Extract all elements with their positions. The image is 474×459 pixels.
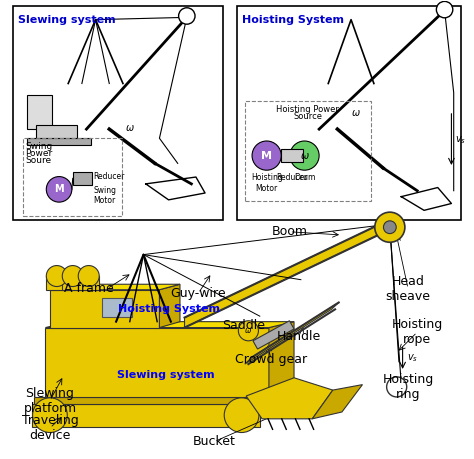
Text: Soure: Soure xyxy=(25,156,52,165)
Polygon shape xyxy=(46,328,269,397)
Polygon shape xyxy=(50,290,159,328)
Bar xyxy=(102,298,132,317)
Text: M: M xyxy=(54,185,64,194)
Circle shape xyxy=(33,398,67,432)
Circle shape xyxy=(238,321,258,341)
Polygon shape xyxy=(245,302,339,364)
Polygon shape xyxy=(253,321,294,349)
Polygon shape xyxy=(269,322,294,397)
Circle shape xyxy=(290,141,319,170)
Text: Slewing system: Slewing system xyxy=(118,370,215,381)
Polygon shape xyxy=(312,385,363,419)
Polygon shape xyxy=(78,276,99,290)
Circle shape xyxy=(62,266,83,286)
Polygon shape xyxy=(184,219,390,328)
Text: Swing
Motor: Swing Motor xyxy=(94,186,117,205)
Text: Swing: Swing xyxy=(25,142,53,151)
Circle shape xyxy=(252,141,281,170)
Bar xyxy=(237,6,461,220)
Text: Slewing
platform: Slewing platform xyxy=(23,386,76,414)
Text: Reducer: Reducer xyxy=(276,174,308,182)
Text: Power: Power xyxy=(25,149,53,158)
Circle shape xyxy=(224,398,259,432)
Text: Boom: Boom xyxy=(272,225,308,238)
Bar xyxy=(13,6,223,220)
Bar xyxy=(27,95,52,129)
Text: Saddle: Saddle xyxy=(222,319,265,332)
Polygon shape xyxy=(34,397,257,404)
Text: Source: Source xyxy=(293,112,322,121)
Circle shape xyxy=(179,8,195,24)
Polygon shape xyxy=(46,322,294,328)
Text: Hoisting System: Hoisting System xyxy=(242,15,344,25)
Text: Crowd gear: Crowd gear xyxy=(235,353,307,366)
Polygon shape xyxy=(32,404,260,426)
Text: Handle: Handle xyxy=(276,330,321,343)
Text: Hoisting
ring: Hoisting ring xyxy=(383,373,434,401)
Text: Guy-wire: Guy-wire xyxy=(171,287,226,300)
Bar xyxy=(245,101,371,201)
Circle shape xyxy=(383,221,396,234)
Text: Drum: Drum xyxy=(294,174,315,182)
Text: M: M xyxy=(261,151,272,161)
Bar xyxy=(24,138,121,216)
Bar xyxy=(73,172,92,185)
Text: Hoisting System: Hoisting System xyxy=(118,304,219,314)
Circle shape xyxy=(46,177,72,202)
Polygon shape xyxy=(246,378,333,419)
Text: $\omega$: $\omega$ xyxy=(351,108,361,118)
Polygon shape xyxy=(46,276,67,290)
Text: $v_s$: $v_s$ xyxy=(407,352,418,364)
Text: Hoisting
rope: Hoisting rope xyxy=(392,318,443,346)
Polygon shape xyxy=(50,284,180,290)
Text: Bucket: Bucket xyxy=(193,435,236,448)
Polygon shape xyxy=(62,276,83,290)
Circle shape xyxy=(375,212,405,242)
Text: Reducer: Reducer xyxy=(94,172,125,181)
Text: Head
sheave: Head sheave xyxy=(385,275,430,303)
Text: Slewing system: Slewing system xyxy=(18,15,116,25)
Bar xyxy=(281,149,303,162)
Text: Hoisting
Motor: Hoisting Motor xyxy=(251,174,283,193)
Text: Traveling
device: Traveling device xyxy=(22,414,78,442)
Text: $v_s$: $v_s$ xyxy=(455,134,466,146)
Polygon shape xyxy=(159,284,180,328)
Bar xyxy=(36,124,77,140)
Text: $\omega$: $\omega$ xyxy=(125,123,135,134)
Bar xyxy=(27,138,91,145)
Circle shape xyxy=(46,266,67,286)
Circle shape xyxy=(387,377,407,397)
Text: A frame: A frame xyxy=(64,282,114,295)
Text: $\omega$: $\omega$ xyxy=(300,151,310,161)
Circle shape xyxy=(437,1,453,18)
Circle shape xyxy=(78,266,99,286)
Text: $\omega$: $\omega$ xyxy=(245,326,253,335)
Text: Hoisting Power: Hoisting Power xyxy=(276,105,339,114)
